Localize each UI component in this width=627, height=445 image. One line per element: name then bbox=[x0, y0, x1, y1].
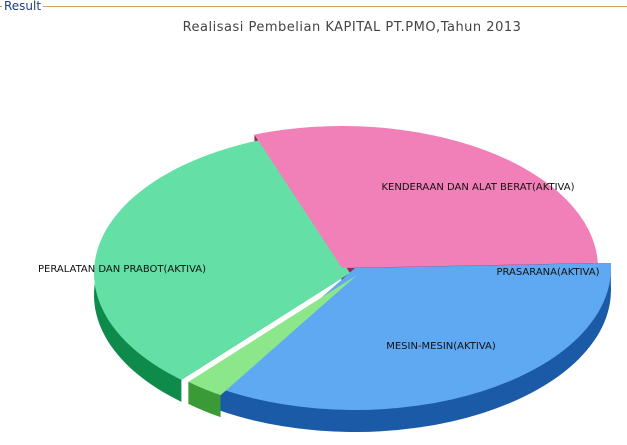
pie-slice-label: MESIN-MESIN(AKTIVA) bbox=[386, 341, 496, 352]
pie-slice-label: KENDERAAN DAN ALAT BERAT(AKTIVA) bbox=[382, 182, 575, 193]
pie-slice-label: PERALATAN DAN PRABOT(AKTIVA) bbox=[38, 264, 206, 275]
pie-slice-label: PRASARANA(AKTIVA) bbox=[496, 267, 599, 278]
